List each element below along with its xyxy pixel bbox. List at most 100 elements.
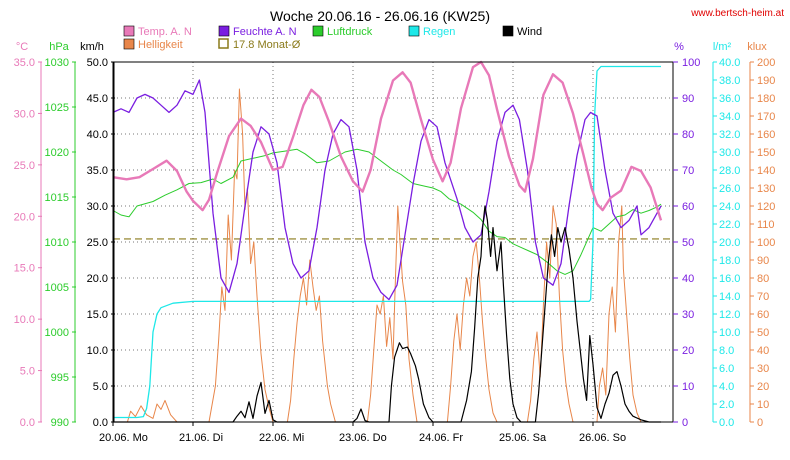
axis-unit-wind: km/h <box>80 41 104 53</box>
tick-label-wind: 15.0 <box>87 309 108 321</box>
tick-label-brightness: 110 <box>757 219 775 231</box>
tick-label-pressure: 1030 <box>45 57 69 69</box>
legend-label-temp-a-n: Temp. A. N <box>138 26 192 38</box>
series-layer <box>112 60 673 423</box>
day-label: 21.06. Di <box>179 432 223 444</box>
tick-label-rain: 14.0 <box>719 291 740 303</box>
tick-label-brightness: 130 <box>757 183 775 195</box>
tick-label-pressure: 1000 <box>45 327 69 339</box>
tick-label-brightness: 10 <box>757 399 769 411</box>
series-line-luftdruck <box>112 148 662 275</box>
tick-label-rain: 24.0 <box>719 201 740 213</box>
tick-label-pressure: 1010 <box>45 237 69 249</box>
tick-label-brightness: 0 <box>757 417 763 429</box>
tick-label-rain: 28.0 <box>719 165 740 177</box>
tick-label-rain: 22.0 <box>719 219 740 231</box>
tick-label-humidity: 0 <box>682 417 688 429</box>
tick-label-pressure: 1020 <box>45 147 69 159</box>
tick-label-brightness: 60 <box>757 309 769 321</box>
tick-label-humidity: 40 <box>682 273 694 285</box>
tick-label-brightness: 120 <box>757 201 775 213</box>
tick-label-humidity: 70 <box>682 165 694 177</box>
tick-label-rain: 34.0 <box>719 111 740 123</box>
day-label: 22.06. Mi <box>259 432 304 444</box>
day-label: 24.06. Fr <box>419 432 463 444</box>
day-label: 20.06. Mo <box>99 432 148 444</box>
tick-label-rain: 10.0 <box>719 327 740 339</box>
tick-label-wind: 40.0 <box>87 129 108 141</box>
tick-label-rain: 4.0 <box>719 381 734 393</box>
website-label[interactable]: www.bertsch-heim.at <box>690 8 784 19</box>
tick-label-wind: 45.0 <box>87 93 108 105</box>
tick-label-humidity: 50 <box>682 237 694 249</box>
tick-label-brightness: 170 <box>757 111 775 123</box>
tick-label-brightness: 90 <box>757 255 769 267</box>
tick-label-humidity: 30 <box>682 309 694 321</box>
tick-label-wind: 5.0 <box>93 381 108 393</box>
tick-label-pressure: 1005 <box>45 282 69 294</box>
tick-label-pressure: 995 <box>51 372 69 384</box>
tick-label-brightness: 40 <box>757 345 769 357</box>
legend-label-feuchte-a-n: Feuchte A. N <box>233 26 297 38</box>
tick-label-temp: 15.0 <box>14 263 35 275</box>
legend-label-luftdruck: Luftdruck <box>327 26 373 38</box>
series-line-helligkeit <box>113 88 642 423</box>
series-line-wind <box>113 205 661 423</box>
tick-label-rain: 30.0 <box>719 147 740 159</box>
tick-label-wind: 30.0 <box>87 201 108 213</box>
tick-label-rain: 12.0 <box>719 309 740 321</box>
tick-label-wind: 20.0 <box>87 273 108 285</box>
tick-label-pressure: 990 <box>51 417 69 429</box>
tick-label-temp: 20.0 <box>14 211 35 223</box>
legend-swatch-wind <box>502 25 514 37</box>
tick-label-humidity: 100 <box>682 57 700 69</box>
tick-label-brightness: 160 <box>757 129 775 141</box>
tick-label-temp: 0.0 <box>20 417 35 429</box>
tick-label-rain: 18.0 <box>719 255 740 267</box>
tick-label-rain: 8.0 <box>719 345 734 357</box>
tick-label-brightness: 100 <box>757 237 775 249</box>
day-label: 23.06. Do <box>339 432 387 444</box>
legend-swatch-luftdruck <box>312 25 324 37</box>
axis-unit-brightness: klux <box>747 41 767 53</box>
series-line-temp-a-n <box>112 60 663 221</box>
tick-label-brightness: 30 <box>757 363 769 375</box>
tick-label-temp: 25.0 <box>14 160 35 172</box>
tick-label-humidity: 10 <box>682 381 694 393</box>
tick-label-brightness: 180 <box>757 93 775 105</box>
axis-unit-pressure: hPa <box>49 41 69 53</box>
tick-label-brightness: 80 <box>757 273 769 285</box>
legend-swatch-regen <box>408 25 420 37</box>
legend-swatch-17-8-monat <box>218 38 229 49</box>
tick-label-wind: 10.0 <box>87 345 108 357</box>
tick-label-wind: 35.0 <box>87 165 108 177</box>
tick-label-temp: 5.0 <box>20 366 35 378</box>
tick-label-temp: 30.0 <box>14 108 35 120</box>
legend: Temp. A. N Feuchte A. N Luftdruck Regen Wind… <box>123 25 542 51</box>
tick-label-rain: 2.0 <box>719 399 734 411</box>
chart-title: Woche 20.06.16 - 26.06.16 (KW25) <box>270 8 490 24</box>
legend-label-regen: Regen <box>423 26 455 38</box>
legend-label-17-8-monat: 17.8 Monat-Ø <box>233 39 301 51</box>
axes: °C 0.0 5.0 10.0 15.0 20.0 25.0 30.0 35.0 hPa 990 99… <box>14 41 776 429</box>
day-labels: 20.06. Mo 21.06. Di 22.06. Mi 23.06. Do 24.0… <box>99 422 626 444</box>
tick-label-humidity: 90 <box>682 93 694 105</box>
tick-label-pressure: 1025 <box>45 102 69 114</box>
tick-label-rain: 20.0 <box>719 237 740 249</box>
tick-label-brightness: 190 <box>757 75 775 87</box>
tick-label-wind: 50.0 <box>87 57 108 69</box>
tick-label-brightness: 50 <box>757 327 769 339</box>
tick-label-rain: 26.0 <box>719 183 740 195</box>
legend-label-helligkeit: Helligkeit <box>138 39 183 51</box>
tick-label-temp: 35.0 <box>14 57 35 69</box>
tick-label-brightness: 150 <box>757 147 775 159</box>
tick-label-brightness: 20 <box>757 381 769 393</box>
legend-swatch-helligkeit <box>123 38 135 50</box>
day-label: 26.06. So <box>579 432 626 444</box>
legend-swatch-temp-a-n <box>123 25 135 37</box>
tick-label-rain: 40.0 <box>719 57 740 69</box>
tick-label-humidity: 60 <box>682 201 694 213</box>
tick-label-pressure: 1015 <box>45 192 69 204</box>
legend-label-wind: Wind <box>517 26 542 38</box>
